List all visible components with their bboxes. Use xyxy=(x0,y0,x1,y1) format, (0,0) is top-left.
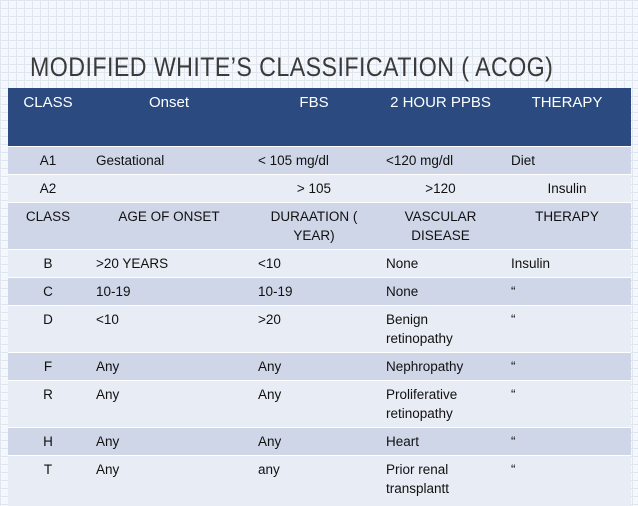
table-row: CLASS AGE OF ONSET DURAATION ( YEAR) VASCUL… xyxy=(8,202,631,250)
table-cell: >20 xyxy=(250,305,378,353)
table-cell: CLASS xyxy=(8,202,88,250)
table-cell: Gestational xyxy=(88,146,250,175)
table-cell: Insulin xyxy=(503,249,631,278)
table-cell: “ xyxy=(503,277,631,306)
table-cell: A1 xyxy=(8,146,88,175)
table-row: D <10 >20 Benign retinopathy “ xyxy=(8,305,631,353)
table-cell: < 105 mg/dl xyxy=(250,146,378,175)
table-cell: 10-19 xyxy=(88,277,250,306)
table-row: C 10-19 10-19 None “ xyxy=(8,277,631,306)
table-row: T Any any Prior renal transplantt “ xyxy=(8,455,631,506)
table-cell: A2 xyxy=(8,174,88,203)
table-cell: Nephropathy xyxy=(378,352,503,381)
table-cell: <120 mg/dl xyxy=(378,146,503,175)
table-cell: Diet xyxy=(503,146,631,175)
table-cell: DURAATION ( YEAR) xyxy=(250,202,378,250)
table-cell: >20 YEARS xyxy=(88,249,250,278)
table-cell: “ xyxy=(503,380,631,428)
table-cell xyxy=(88,174,250,203)
table-cell: THERAPY xyxy=(503,202,631,250)
table-cell: VASCULAR DISEASE xyxy=(378,202,503,250)
table-cell: <10 xyxy=(88,305,250,353)
table-cell: F xyxy=(8,352,88,381)
table-cell: <10 xyxy=(250,249,378,278)
table-cell: Any xyxy=(88,427,250,456)
table-cell: Prior renal transplantt xyxy=(378,455,503,506)
table-cell: Heart xyxy=(378,427,503,456)
header-cell: 2 HOUR PPBS xyxy=(378,88,503,147)
table-cell: H xyxy=(8,427,88,456)
table-cell: B xyxy=(8,249,88,278)
table-cell: “ xyxy=(503,352,631,381)
table-row: R Any Any Proliferative retinopathy “ xyxy=(8,380,631,428)
table-cell: Any xyxy=(250,380,378,428)
classification-table: CLASS Onset FBS 2 HOUR PPBS THERAPY A1 Gestat… xyxy=(8,88,631,506)
table-cell: Insulin xyxy=(503,174,631,203)
header-row: CLASS Onset FBS 2 HOUR PPBS THERAPY xyxy=(8,88,631,147)
table-cell: any xyxy=(250,455,378,506)
table-row: A2 > 105 >120 Insulin xyxy=(8,174,631,203)
table-cell: AGE OF ONSET xyxy=(88,202,250,250)
table-cell: C xyxy=(8,277,88,306)
table-cell: > 105 xyxy=(250,174,378,203)
table-cell: R xyxy=(8,380,88,428)
table-cell: Any xyxy=(88,455,250,506)
table-cell: Proliferative retinopathy xyxy=(378,380,503,428)
table-cell: “ xyxy=(503,305,631,353)
table-cell: T xyxy=(8,455,88,506)
header-cell: CLASS xyxy=(8,88,88,147)
table-cell: Benign retinopathy xyxy=(378,305,503,353)
table-cell: 10-19 xyxy=(250,277,378,306)
table-row: F Any Any Nephropathy “ xyxy=(8,352,631,381)
table-row: H Any Any Heart “ xyxy=(8,427,631,456)
table-cell: Any xyxy=(250,352,378,381)
table-row: A1 Gestational < 105 mg/dl <120 mg/dl Diet xyxy=(8,146,631,175)
table-cell: None xyxy=(378,277,503,306)
slide-title: MODIFIED WHITE’S CLASSIFICATION ( ACOG) xyxy=(30,52,554,82)
table-cell: Any xyxy=(88,352,250,381)
table-cell: D xyxy=(8,305,88,353)
header-cell: Onset xyxy=(88,88,250,147)
table-cell: Any xyxy=(88,380,250,428)
table-body: A1 Gestational < 105 mg/dl <120 mg/dl Diet A2… xyxy=(8,146,631,506)
table-cell: “ xyxy=(503,455,631,506)
table-row: B >20 YEARS <10 None Insulin xyxy=(8,249,631,278)
table-cell: Any xyxy=(250,427,378,456)
table-cell: None xyxy=(378,249,503,278)
table-cell: “ xyxy=(503,427,631,456)
header-cell: THERAPY xyxy=(503,88,631,147)
header-cell: FBS xyxy=(250,88,378,147)
table-cell: >120 xyxy=(378,174,503,203)
